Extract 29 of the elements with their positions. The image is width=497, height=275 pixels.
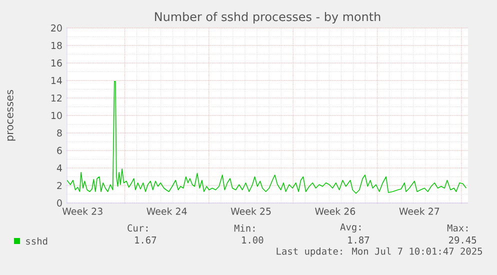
text: Min: [234, 224, 255, 232]
text: 1.00 [242, 236, 264, 244]
text: 1.67 [135, 236, 156, 244]
x-tick-label: Week 24 [146, 208, 187, 215]
y-tick-label: 16 [51, 59, 62, 67]
text: 1.87 [348, 236, 370, 244]
x-tick-label: Week 25 [230, 208, 271, 215]
x-tick-label: Week 23 [62, 208, 102, 215]
y-tick-label: 14 [51, 77, 62, 84]
y-tick-label: 2 [57, 182, 62, 190]
y-tick-label: 6 [57, 146, 62, 154]
x-tick-label: Week 26 [315, 208, 356, 215]
x-tick-label: Week 27 [399, 208, 440, 215]
y-tick-label: 20 [51, 24, 62, 32]
text: 29.45 [449, 236, 476, 244]
y-tick-label: 18 [51, 42, 62, 50]
legend-label: sshd [26, 237, 48, 245]
text: Last update: Mon Jul 7 10:01:47 2025 [276, 247, 482, 257]
y-tick-label: 4 [56, 164, 62, 172]
y-tick-label: 8 [57, 129, 62, 137]
chart-title: Number of sshd processes - by month [155, 12, 380, 24]
y-tick-label: 12 [51, 94, 62, 102]
text: Avg: [340, 224, 361, 232]
y-axis-title: processes [7, 90, 16, 141]
y-tick-label: 10 [51, 112, 62, 120]
text: Max: [447, 224, 468, 232]
y-tick-label: 0 [57, 199, 62, 207]
line-series [67, 80, 467, 194]
text: Cur: [128, 224, 148, 232]
